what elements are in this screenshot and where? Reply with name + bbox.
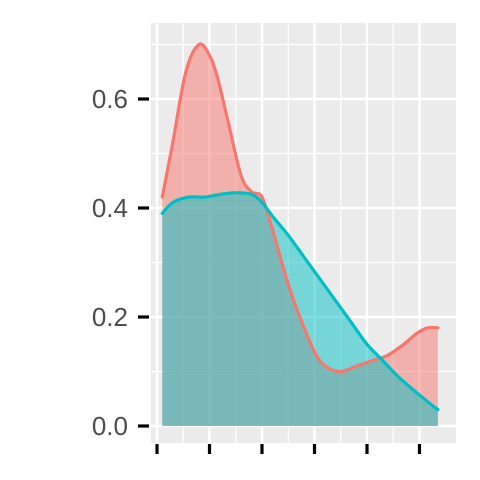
y-tick-label: 0.0	[92, 411, 128, 441]
density-lines	[160, 42, 440, 412]
y-tick-label: 0.6	[92, 84, 128, 114]
density-line-2	[160, 191, 440, 412]
x-axis	[155, 444, 422, 454]
y-axis: 0.0 0.2 0.4 0.6	[92, 84, 149, 441]
density-line-1	[160, 42, 440, 374]
y-tick-label: 0.4	[92, 193, 128, 223]
density-area-2	[162, 192, 438, 426]
y-tick-label: 0.2	[92, 302, 128, 332]
